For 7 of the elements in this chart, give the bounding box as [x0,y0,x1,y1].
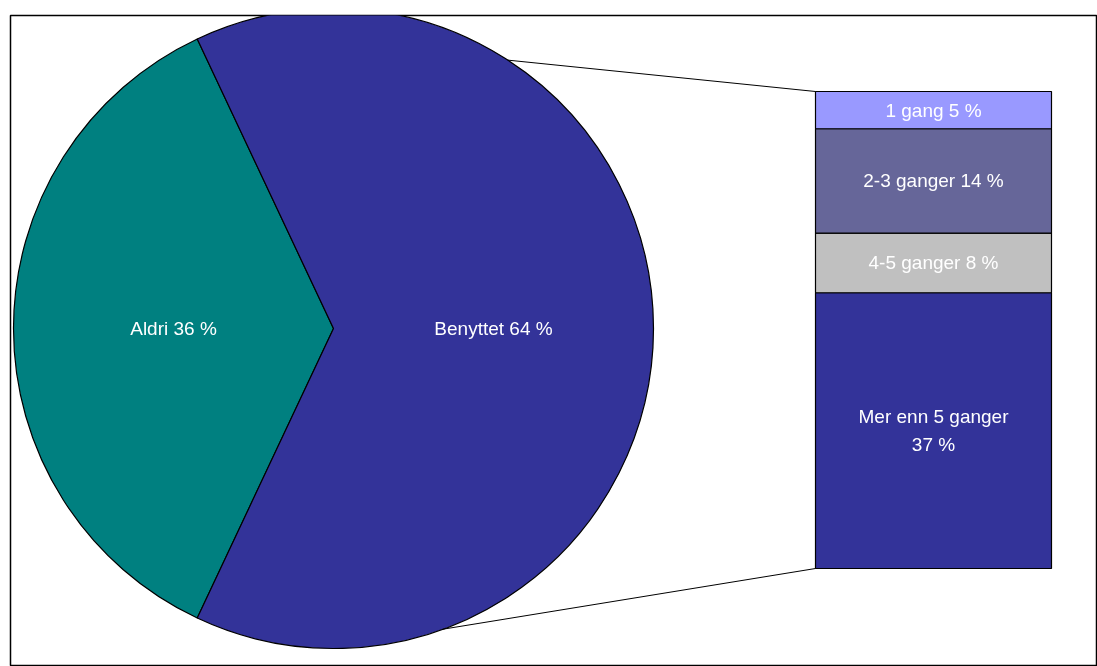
slice-label: Aldri 36 % [130,318,217,339]
text: 2-3 ganger 14 % [863,170,1004,192]
series-label: Mer enn 5 ganger [858,406,1010,428]
text: 1 gang 5 % [885,99,982,121]
slice-label: Benyttet 64 % [434,318,553,339]
text: 4-5 ganger 8 % [868,252,999,274]
data-label: 37 % [911,433,956,455]
